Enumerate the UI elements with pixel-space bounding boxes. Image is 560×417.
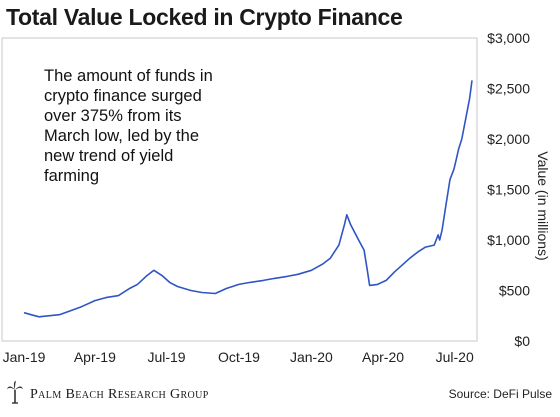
y-tick-label: $1,500 bbox=[487, 182, 530, 198]
x-axis-ticks: Jan-19 Apr-19 Jul-19 Oct-19 Jan-20 Apr-20 Jul-… bbox=[3, 349, 474, 365]
chart-annotation: The amount of funds in crypto finance su… bbox=[44, 66, 254, 186]
annotation-line: farming bbox=[44, 167, 100, 185]
y-tick-label: $0 bbox=[514, 333, 530, 349]
x-tick-label: Jan-20 bbox=[290, 349, 333, 365]
annotation-line: crypto finance surged bbox=[44, 87, 202, 105]
logo-text: Palm Beach Research Group bbox=[30, 386, 209, 402]
x-tick-label: Jan-19 bbox=[3, 349, 46, 365]
x-tick-label: Jul-20 bbox=[436, 349, 474, 365]
y-tick-label: $2,500 bbox=[487, 81, 530, 97]
x-tick-label: Oct-19 bbox=[218, 349, 260, 365]
x-tick-label: Jul-19 bbox=[147, 349, 185, 365]
y-tick-label: $500 bbox=[499, 283, 530, 299]
series-line-tvl bbox=[23, 80, 473, 318]
plot-frame bbox=[1, 37, 478, 342]
annotation-line: The amount of funds in bbox=[44, 67, 213, 85]
y-tick-label: $2,000 bbox=[487, 131, 530, 147]
annotation-line: over 375% from its bbox=[44, 107, 182, 125]
x-tick-label: Apr-19 bbox=[74, 349, 116, 365]
x-tick-label: Apr-20 bbox=[362, 349, 404, 365]
y-tick-label: $3,000 bbox=[487, 30, 530, 46]
annotation-line: new trend of yield bbox=[44, 147, 174, 165]
annotation-line: March low, led by the bbox=[44, 127, 199, 145]
chart-title: Total Value Locked in Crypto Finance bbox=[6, 4, 403, 30]
palm-tree-logo-icon bbox=[6, 380, 24, 409]
source-note: Source: DeFi Pulse bbox=[448, 387, 552, 401]
y-axis-label: Value (in millions) bbox=[535, 151, 551, 261]
y-tick-label: $1,000 bbox=[487, 232, 530, 248]
y-axis-ticks: $0 $500 $1,000 $1,500 $2,000 $2,500 $3,000 bbox=[487, 30, 530, 349]
publisher-logo: Palm Beach Research Group bbox=[6, 380, 209, 409]
